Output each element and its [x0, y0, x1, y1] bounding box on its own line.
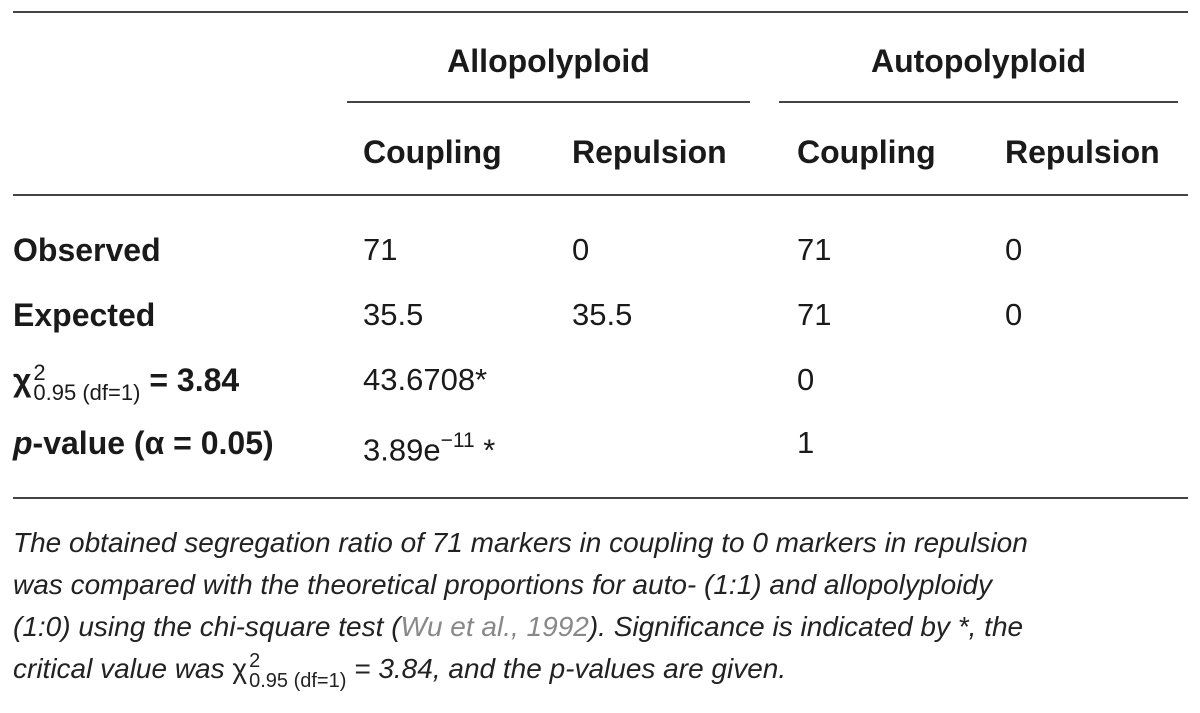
caption-text: critical value was: [13, 653, 233, 684]
subheader: Repulsion: [1005, 134, 1160, 170]
group-rule: [779, 101, 1178, 103]
caption-text: (1:0) using the chi-square test (: [13, 611, 401, 642]
subscript: 0.95 (df=1): [33, 379, 141, 405]
cell: 0: [1005, 232, 1023, 267]
script: 2 0.95 (df=1): [249, 651, 346, 691]
caption-text: was compared with the theoretical propor…: [13, 569, 992, 600]
bottom-rule: [13, 497, 1188, 499]
group-header: Allopolyploid: [447, 43, 650, 79]
cell: 35.5: [572, 297, 633, 332]
cell: 71: [797, 297, 832, 332]
cell: 43.6708*: [363, 362, 488, 397]
group-rule: [347, 101, 750, 103]
caption: The obtained segregation ratio of 71 mar…: [13, 522, 1028, 691]
group-header: Autopolyploid: [870, 43, 1087, 79]
header-rule: [13, 194, 1188, 196]
row-label: p-value (α = 0.05): [13, 423, 274, 463]
citation-link[interactable]: Wu et al., 1992: [400, 611, 589, 642]
label-rest: -value (α = 0.05): [32, 425, 274, 461]
superscript: −11: [440, 429, 475, 452]
caption-text: ). Significance is indicated by *, the: [588, 611, 1024, 642]
row-label: Expected: [13, 297, 156, 333]
cell: 0: [572, 232, 590, 267]
mark: *: [483, 432, 496, 468]
base: 3.89e: [363, 432, 441, 468]
label-rest: = 3.84: [149, 362, 240, 398]
italic-p: p: [13, 425, 33, 461]
caption-text: = 3.84, and the p-values are given.: [346, 653, 787, 684]
symbol: χ: [13, 362, 32, 398]
caption-text: The obtained segregation ratio of 71 mar…: [13, 527, 1028, 558]
superscript: 2: [33, 359, 46, 385]
cell: 3.89e−11 *: [363, 423, 495, 470]
script: 2 0.95 (df=1): [33, 359, 141, 405]
subheader: Coupling: [797, 134, 936, 170]
cell: 71: [797, 232, 832, 267]
symbol: χ: [232, 653, 248, 684]
subheader: Coupling: [363, 134, 502, 170]
top-rule: [13, 11, 1188, 13]
subscript: 0.95 (df=1): [249, 669, 347, 692]
cell: 71: [363, 232, 398, 267]
cell: 35.5: [363, 297, 424, 332]
cell: 0: [797, 362, 815, 397]
cell: 0: [1005, 297, 1023, 332]
row-label: χ 2 0.95 (df=1) = 3.84: [13, 360, 239, 403]
subheader: Repulsion: [572, 134, 727, 170]
row-label: Observed: [13, 232, 161, 268]
superscript: 2: [249, 649, 261, 672]
cell: 1: [797, 425, 815, 460]
